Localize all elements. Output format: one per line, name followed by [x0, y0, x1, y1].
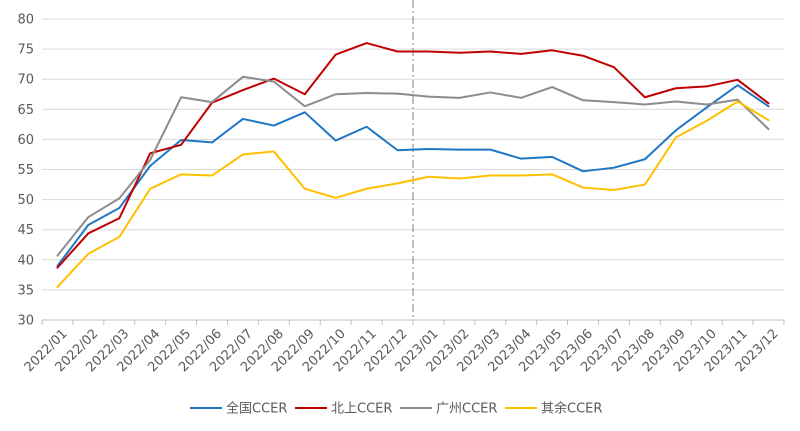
y-tick-label: 75 [17, 43, 34, 58]
y-tick-label: 80 [17, 13, 34, 28]
series-line-3 [56, 75, 770, 257]
series-line-2 [56, 42, 770, 269]
legend: 全国CCER 北上CCER 广州CCER 其余CCER [190, 401, 602, 417]
y-tick-label: 45 [17, 223, 34, 238]
series-line-1 [56, 84, 770, 267]
series-lines [56, 42, 770, 288]
y-axis-tick-labels: 30 35 40 45 50 55 60 65 70 75 80 [17, 13, 34, 329]
legend-label: 北上CCER [331, 402, 392, 417]
y-tick-label: 40 [17, 253, 34, 268]
y-tick-label: 70 [17, 73, 34, 88]
y-tick-label: 55 [17, 163, 34, 178]
y-tick-label: 30 [17, 314, 34, 329]
axes [41, 319, 785, 325]
y-tick-label: 60 [17, 133, 34, 148]
legend-label: 其余CCER [541, 401, 602, 417]
y-tick-label: 65 [17, 103, 34, 118]
y-tick-label: 50 [17, 193, 34, 208]
series-line-4 [56, 100, 770, 288]
y-tick-label: 35 [17, 283, 34, 298]
legend-label: 全国CCER [226, 401, 287, 417]
legend-label: 广州CCER [436, 402, 497, 417]
x-axis-tick-labels: 2022/012022/022022/032022/042022/052022/… [22, 326, 782, 375]
